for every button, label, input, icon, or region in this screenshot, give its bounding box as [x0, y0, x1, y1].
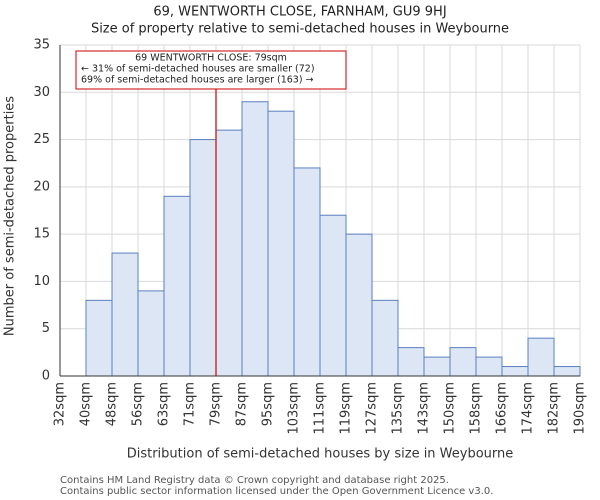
y-tick-label: 25 — [33, 132, 50, 147]
bar-40sqm — [85, 299, 113, 377]
bar-79sqm — [215, 129, 243, 377]
bar-103sqm — [293, 167, 321, 377]
x-tick-label: 182sqm — [547, 382, 562, 435]
y-tick-labels: 0 5 10 15 20 25 30 35 — [33, 38, 50, 384]
bar-119sqm — [345, 233, 373, 377]
x-tick-label: 190sqm — [573, 382, 588, 435]
x-tick-label: 158sqm — [469, 382, 484, 435]
bars — [85, 101, 581, 377]
x-axis-title: Distribution of semi-detached houses by … — [127, 447, 514, 462]
y-tick-label: 30 — [33, 85, 50, 100]
y-tick-label: 20 — [33, 179, 50, 194]
bar-150sqm — [449, 347, 477, 377]
bar-87sqm — [241, 101, 269, 377]
x-tick-label: 40sqm — [79, 382, 94, 426]
footer-line-1: Contains HM Land Registry data © Crown c… — [60, 475, 449, 486]
bar-158sqm — [475, 356, 503, 377]
x-tick-label: 95sqm — [261, 382, 276, 426]
y-tick-label: 10 — [33, 274, 50, 289]
y-tick-label: 35 — [33, 38, 50, 53]
y-tick-label: 15 — [33, 227, 50, 242]
x-tick-label: 166sqm — [495, 382, 510, 435]
x-tick-label: 111sqm — [313, 382, 328, 435]
bar-127sqm — [371, 299, 399, 377]
x-tick-label: 87sqm — [235, 382, 250, 426]
x-tick-label: 174sqm — [521, 382, 536, 435]
x-tick-label: 127sqm — [365, 382, 380, 435]
annotation-box-frame — [75, 50, 347, 90]
x-tick-label: 119sqm — [339, 382, 354, 435]
annotation-line-1: 69 WENTWORTH CLOSE: 79sqm — [135, 53, 287, 64]
bar-174sqm — [527, 337, 555, 377]
bar-63sqm — [163, 195, 191, 377]
x-tick-label: 103sqm — [287, 382, 302, 435]
x-tick-label: 71sqm — [183, 382, 198, 426]
x-tick-label: 56sqm — [131, 382, 146, 426]
bar-111sqm — [319, 214, 347, 377]
x-tick-label: 32sqm — [53, 382, 68, 426]
x-tick-label: 150sqm — [443, 382, 458, 435]
chart-subtitle: Size of property relative to semi-detach… — [91, 22, 509, 37]
bar-48sqm — [111, 252, 139, 377]
footer-line-2: Contains public sector information licen… — [60, 486, 493, 497]
bar-166sqm — [501, 366, 529, 377]
bar-182sqm — [553, 366, 581, 377]
annotation-box: 69 WENTWORTH CLOSE: 79sqm ← 31% of semi-… — [75, 50, 347, 90]
bar-135sqm — [397, 347, 425, 377]
x-tick-label: 48sqm — [105, 382, 120, 426]
y-axis-title: Number of semi-detached properties — [3, 96, 18, 336]
y-tick-label: 0 — [42, 369, 50, 384]
chart-title: 69, WENTWORTH CLOSE, FARNHAM, GU9 9HJ — [153, 5, 446, 20]
x-tick-label: 143sqm — [417, 382, 432, 435]
annotation-line-3: 69% of semi-detached houses are larger (… — [81, 75, 314, 86]
bar-56sqm — [137, 290, 165, 377]
annotation-line-2: ← 31% of semi-detached houses are smalle… — [81, 64, 315, 75]
bar-95sqm — [267, 110, 295, 377]
bar-143sqm — [423, 356, 451, 377]
x-tick-labels: 32sqm 40sqm 48sqm 56sqm 63sqm 71sqm 79sqm 87sqm… — [53, 382, 588, 435]
x-tick-label: 135sqm — [391, 382, 406, 435]
x-tick-label: 79sqm — [209, 382, 224, 426]
y-tick-label: 5 — [42, 321, 50, 336]
bar-71sqm — [189, 139, 217, 377]
axes — [59, 45, 580, 377]
x-tick-label: 63sqm — [157, 382, 172, 426]
